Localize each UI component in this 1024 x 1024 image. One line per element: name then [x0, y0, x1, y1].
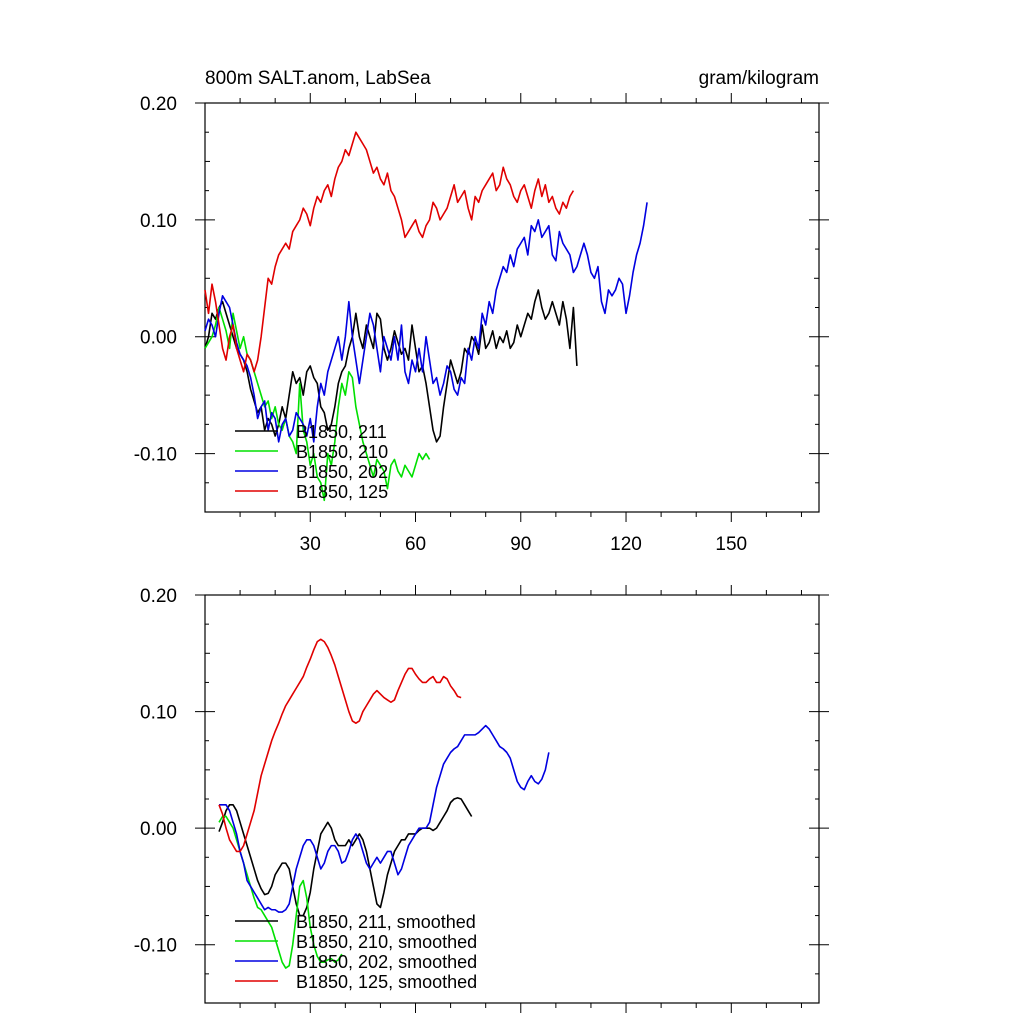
- legend-label: B1850, 202, smoothed: [296, 952, 477, 972]
- x-tick-label: 150: [715, 534, 747, 555]
- series-line-b1850-125: [204, 131, 575, 373]
- legend-label: B1850, 125: [296, 482, 388, 502]
- series-line-b1850-202: [204, 202, 648, 443]
- y-tick-label: 0.10: [140, 211, 177, 232]
- x-tick-label: 30: [300, 534, 321, 555]
- series-line-b1850-211-smoothed: [218, 797, 473, 917]
- chart-title: 800m SALT.anom, LabSea: [205, 68, 431, 89]
- series-line-b1850-210: [204, 306, 431, 502]
- y-tick-label: 0.00: [140, 819, 177, 840]
- legend-label: B1850, 211: [296, 422, 387, 442]
- series-line-b1850-202-smoothed: [219, 724, 550, 913]
- x-tick-label: 60: [405, 534, 426, 555]
- x-tick-label: 90: [510, 534, 531, 555]
- y-tick-label: 0.10: [140, 703, 177, 724]
- legend-label: B1850, 210: [296, 442, 388, 462]
- legend-label: B1850, 125, smoothed: [296, 972, 477, 992]
- y-tick-label: 0.00: [140, 328, 177, 349]
- series-line-b1850-125-smoothed: [218, 638, 462, 853]
- y-tick-label: -0.10: [134, 445, 177, 466]
- legend-label: B1850, 211, smoothed: [296, 912, 476, 932]
- y-tick-label: -0.10: [134, 936, 177, 957]
- units-label: gram/kilogram: [699, 68, 819, 89]
- x-tick-label: 120: [610, 534, 642, 555]
- y-tick-label: 0.20: [140, 94, 177, 115]
- legend-label: B1850, 202: [296, 462, 388, 482]
- y-tick-label: 0.20: [140, 586, 177, 607]
- legend-label: B1850, 210, smoothed: [296, 932, 477, 952]
- series-line-b1850-211: [204, 289, 578, 443]
